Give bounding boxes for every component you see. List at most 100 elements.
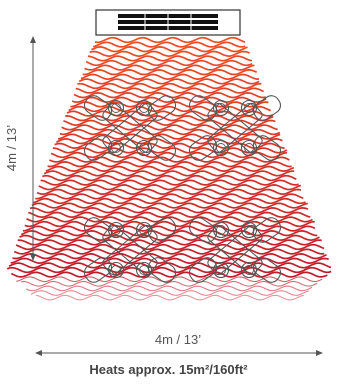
stool-icon bbox=[107, 99, 125, 117]
heat-wave-line bbox=[31, 202, 308, 209]
heat-wave-line bbox=[25, 285, 313, 292]
arrow-left-icon bbox=[35, 350, 42, 356]
heat-wave-line bbox=[24, 220, 315, 228]
chair-icon bbox=[147, 135, 177, 161]
stool-icon bbox=[107, 139, 125, 157]
table-icon bbox=[207, 224, 263, 276]
furniture-layout bbox=[83, 95, 282, 283]
table-icon bbox=[102, 224, 158, 276]
table-icon bbox=[207, 102, 263, 154]
stool-icon bbox=[240, 99, 258, 117]
stool-icon bbox=[212, 139, 230, 157]
heat-wave-line bbox=[70, 101, 269, 108]
heat-wave-line bbox=[59, 128, 281, 136]
table-icon bbox=[207, 102, 263, 154]
stool-icon bbox=[212, 99, 230, 117]
heat-wave-line bbox=[68, 105, 272, 113]
heat-wave-line bbox=[84, 64, 255, 71]
stool-seat-icon bbox=[244, 103, 254, 113]
stool-icon bbox=[212, 221, 230, 239]
heat-wave-line bbox=[94, 36, 246, 44]
stool-seat-icon bbox=[216, 103, 226, 113]
heat-wave-line bbox=[92, 41, 246, 48]
heat-wave-line bbox=[78, 78, 260, 85]
heat-wave-line bbox=[26, 216, 313, 223]
heat-wave-line bbox=[19, 234, 320, 241]
heat-wave-line bbox=[87, 55, 253, 62]
heat-wave-line bbox=[61, 124, 278, 131]
chair-icon bbox=[188, 135, 218, 161]
table-set bbox=[188, 95, 282, 161]
chair-icon bbox=[252, 257, 282, 283]
table-set bbox=[83, 217, 177, 283]
width-dimension: 4m / 13’ bbox=[35, 332, 323, 356]
stool-icon bbox=[240, 221, 258, 239]
chair-icon bbox=[147, 95, 177, 121]
stool-icon bbox=[107, 221, 125, 239]
chair-icon bbox=[83, 135, 113, 161]
heat-wave-line bbox=[28, 211, 311, 218]
stool-icon bbox=[135, 261, 153, 279]
chair-icon bbox=[252, 135, 282, 161]
heat-wave-line bbox=[56, 138, 283, 145]
width-label: 4m / 13’ bbox=[155, 332, 201, 347]
chair-icon bbox=[83, 257, 113, 283]
stool-seat-icon bbox=[244, 143, 254, 153]
stool-seat-icon bbox=[216, 265, 226, 275]
stool-icon bbox=[135, 99, 153, 117]
stool-icon bbox=[240, 139, 258, 157]
heat-wave-line bbox=[6, 266, 332, 274]
heat-wave-line bbox=[80, 73, 260, 80]
heat-wave-line bbox=[43, 170, 295, 177]
heat-wave-line bbox=[22, 225, 316, 232]
chair-icon bbox=[83, 95, 113, 121]
chair-icon bbox=[147, 257, 177, 283]
heat-wave-line bbox=[29, 207, 309, 214]
arrow-down-icon bbox=[30, 254, 36, 261]
heat-wave-line bbox=[42, 174, 297, 182]
stool-seat-icon bbox=[216, 225, 226, 235]
heat-wave-line bbox=[15, 243, 325, 251]
arrow-right-icon bbox=[316, 350, 323, 356]
stool-icon bbox=[135, 139, 153, 157]
table-icon bbox=[207, 224, 263, 276]
stool-icon bbox=[107, 261, 125, 279]
table-set bbox=[83, 95, 177, 161]
heat-wave-line bbox=[75, 87, 265, 94]
arrow-up-icon bbox=[30, 36, 36, 43]
heat-wave-line bbox=[35, 193, 304, 200]
stool-seat-icon bbox=[111, 265, 121, 275]
table-icon bbox=[102, 102, 158, 154]
chair-icon bbox=[252, 217, 282, 243]
chair-icon bbox=[83, 217, 113, 243]
stool-seat-icon bbox=[139, 265, 149, 275]
table-icon bbox=[102, 224, 158, 276]
table-set bbox=[188, 217, 282, 283]
heat-wave-line bbox=[8, 262, 332, 269]
stool-icon bbox=[212, 261, 230, 279]
stool-seat-icon bbox=[216, 143, 226, 153]
heat-wave-line bbox=[10, 257, 329, 264]
stool-icon bbox=[135, 221, 153, 239]
height-dimension: 4m / 13’ bbox=[4, 36, 36, 261]
heat-wave-line bbox=[57, 133, 281, 140]
heat-wave-line bbox=[13, 248, 325, 255]
heater-icon bbox=[95, 9, 241, 36]
heat-wave-line bbox=[10, 271, 328, 278]
heat-wave-line bbox=[36, 188, 302, 195]
stool-icon bbox=[240, 261, 258, 279]
stool-seat-icon bbox=[244, 225, 254, 235]
heat-wave-line bbox=[16, 276, 323, 283]
stool-seat-icon bbox=[111, 143, 121, 153]
stool-seat-icon bbox=[139, 103, 149, 113]
chair-icon bbox=[188, 95, 218, 121]
chair-icon bbox=[188, 217, 218, 243]
heat-wave-line bbox=[17, 239, 322, 246]
heat-wave-line bbox=[91, 46, 248, 53]
height-label: 4m / 13’ bbox=[4, 125, 19, 171]
stool-seat-icon bbox=[139, 143, 149, 153]
heat-wave-line bbox=[82, 69, 258, 76]
heat-wave-line bbox=[33, 197, 306, 205]
heat-wave-line bbox=[45, 165, 295, 172]
